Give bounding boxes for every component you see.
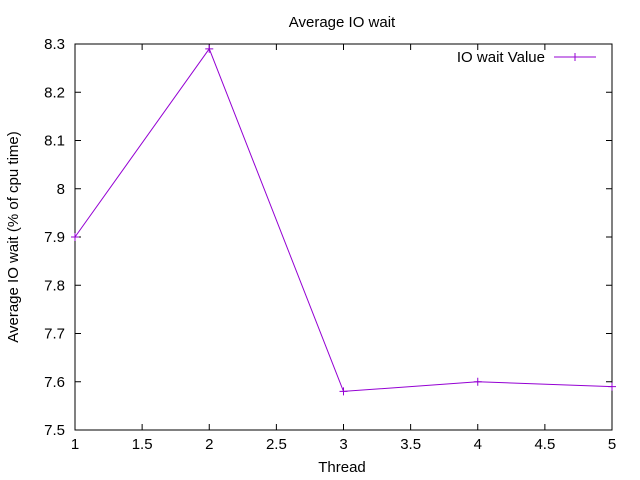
legend: IO wait Value [457, 49, 596, 66]
plot-border [74, 43, 613, 431]
y-axis-label: Average IO wait (% of cpu time) [5, 131, 22, 342]
y-tick-label: 7.7 [44, 326, 65, 343]
data-point-marker [71, 233, 79, 241]
data-point-marker [473, 377, 482, 386]
legend-label: IO wait Value [457, 49, 545, 66]
chart-title: Average IO wait [289, 14, 396, 31]
x-axis-label: Thread [318, 459, 366, 476]
y-tick-label: 8.1 [44, 133, 65, 150]
y-tick-label: 8.3 [44, 36, 65, 53]
data-point-marker [339, 387, 348, 396]
x-tick-label: 3.5 [400, 436, 421, 453]
x-tick-label: 2 [205, 436, 213, 453]
x-tick-label: 3 [339, 436, 347, 453]
series-line [74, 47, 613, 392]
y-tick-label: 7.6 [44, 374, 65, 391]
x-tick-label: 1 [71, 436, 79, 453]
y-tick-label: 7.9 [44, 229, 65, 246]
y-tick-label: 8.2 [44, 84, 65, 101]
plot-area: 1 1.5 2 2.5 3 3.5 4 4.5 5 7.5 7.6 7.7 7.8 7.9 8 8.1 8.2 8… [44, 36, 616, 453]
data-point-marker [205, 44, 214, 53]
x-tick-label: 5 [608, 436, 616, 453]
x-tick-label: 4.5 [534, 436, 555, 453]
y-tick-label: 7.5 [44, 422, 65, 439]
data-point-marker [608, 382, 616, 391]
x-tick-label: 2.5 [266, 436, 287, 453]
x-tick-label: 4 [474, 436, 482, 453]
x-tick-label: 1.5 [132, 436, 153, 453]
y-tick-label: 7.8 [44, 277, 65, 294]
legend-marker [571, 53, 579, 61]
y-tick-label: 8 [57, 181, 65, 198]
